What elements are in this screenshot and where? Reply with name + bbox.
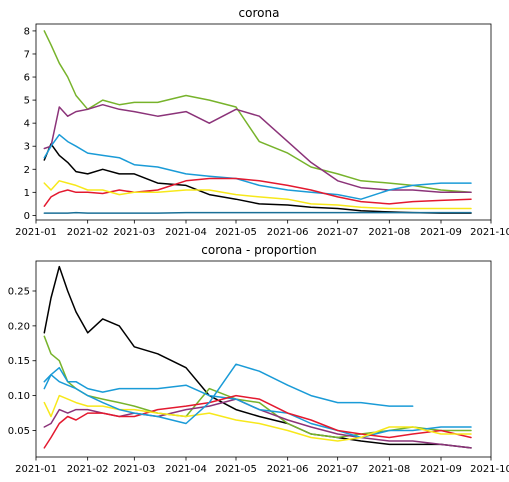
bottom-chart-axes-frame (35, 260, 492, 458)
bottom-chart: corona - proportion 0.05 0.10 0.15 0.20 0.25… (8, 243, 509, 475)
top-chart-x-tick-label: 2021-04 (165, 227, 207, 238)
bottom-chart-x-tick-label: 2021-10 (470, 464, 509, 475)
top-chart-y-tick-label: 4 (24, 119, 30, 130)
bottom-chart-x-tick-label: 2021-04 (165, 464, 207, 475)
top-chart-series-line-2 (43, 30, 472, 194)
bottom-chart-series-line-6 (43, 394, 472, 442)
top-chart-y-tick-label: 3 (24, 142, 30, 153)
top-chart-series-line-4 (43, 133, 472, 200)
bottom-chart-x-tick-label: 2021-03 (113, 464, 155, 475)
bottom-chart-x-tick-label: 2021-09 (420, 464, 462, 475)
bottom-chart-title: corona - proportion (201, 243, 316, 257)
top-chart-series-layer (43, 30, 472, 214)
top-chart-title: corona (239, 6, 280, 20)
top-chart-x-tick-label: 2021-02 (67, 227, 109, 238)
top-chart-x-tick-label: 2021-09 (420, 227, 462, 238)
top-chart-y-tick-label: 5 (24, 96, 30, 107)
bottom-chart-y-tick-label: 0.15 (8, 356, 30, 367)
top-chart-x-axis: 2021-01 2021-02 2021-03 2021-04 2021-05 2021-… (15, 220, 509, 238)
bottom-chart-series-line-1 (43, 265, 472, 449)
top-chart-y-axis: 0 1 2 3 4 5 6 7 8 (24, 26, 36, 222)
bottom-chart-series-line-5 (43, 394, 472, 449)
bottom-chart-x-tick-label: 2021-02 (67, 464, 109, 475)
bottom-chart-x-tick-label: 2021-08 (368, 464, 410, 475)
top-chart-x-tick-label: 2021-05 (215, 227, 257, 238)
bottom-chart-x-tick-label: 2021-06 (267, 464, 309, 475)
bottom-chart-y-tick-label: 0.05 (8, 426, 30, 437)
top-chart-series-line-7 (43, 211, 472, 214)
top-chart-y-tick-label: 2 (24, 165, 30, 176)
bottom-chart-x-tick-label: 2021-05 (215, 464, 257, 475)
top-chart-x-tick-label: 2021-10 (470, 227, 509, 238)
top-chart-x-tick-label: 2021-08 (368, 227, 410, 238)
bottom-chart-x-axis: 2021-01 2021-02 2021-03 2021-04 2021-05 2021-… (15, 457, 509, 475)
top-chart-y-tick-label: 8 (24, 26, 30, 37)
bottom-chart-y-axis: 0.05 0.10 0.15 0.20 0.25 (8, 286, 36, 437)
top-chart-y-tick-label: 1 (24, 188, 30, 199)
top-chart-y-tick-label: 0 (24, 211, 30, 222)
bottom-chart-y-tick-label: 0.25 (8, 286, 30, 297)
top-chart-x-tick-label: 2021-03 (113, 227, 155, 238)
bottom-chart-series-layer (43, 265, 472, 449)
bottom-chart-series-line-4 (43, 366, 472, 439)
top-chart-series-line-5 (43, 177, 472, 207)
top-chart-x-tick-label: 2021-06 (267, 227, 309, 238)
bottom-chart-x-tick-label: 2021-01 (15, 464, 57, 475)
top-chart-y-tick-label: 6 (24, 73, 30, 84)
bottom-chart-x-tick-label: 2021-07 (317, 464, 359, 475)
top-chart-series-line-6 (43, 180, 472, 210)
top-chart-axes-frame (35, 23, 492, 221)
bottom-chart-y-tick-label: 0.20 (8, 321, 30, 332)
top-chart-x-tick-label: 2021-07 (317, 227, 359, 238)
bottom-chart-y-tick-label: 0.10 (8, 391, 30, 402)
bottom-chart-series-line-3 (43, 398, 472, 449)
top-chart-y-tick-label: 7 (24, 49, 30, 60)
top-chart-x-tick-label: 2021-01 (15, 227, 57, 238)
bottom-chart-series-line-7 (43, 363, 414, 425)
top-chart-series-line-3 (43, 103, 472, 194)
